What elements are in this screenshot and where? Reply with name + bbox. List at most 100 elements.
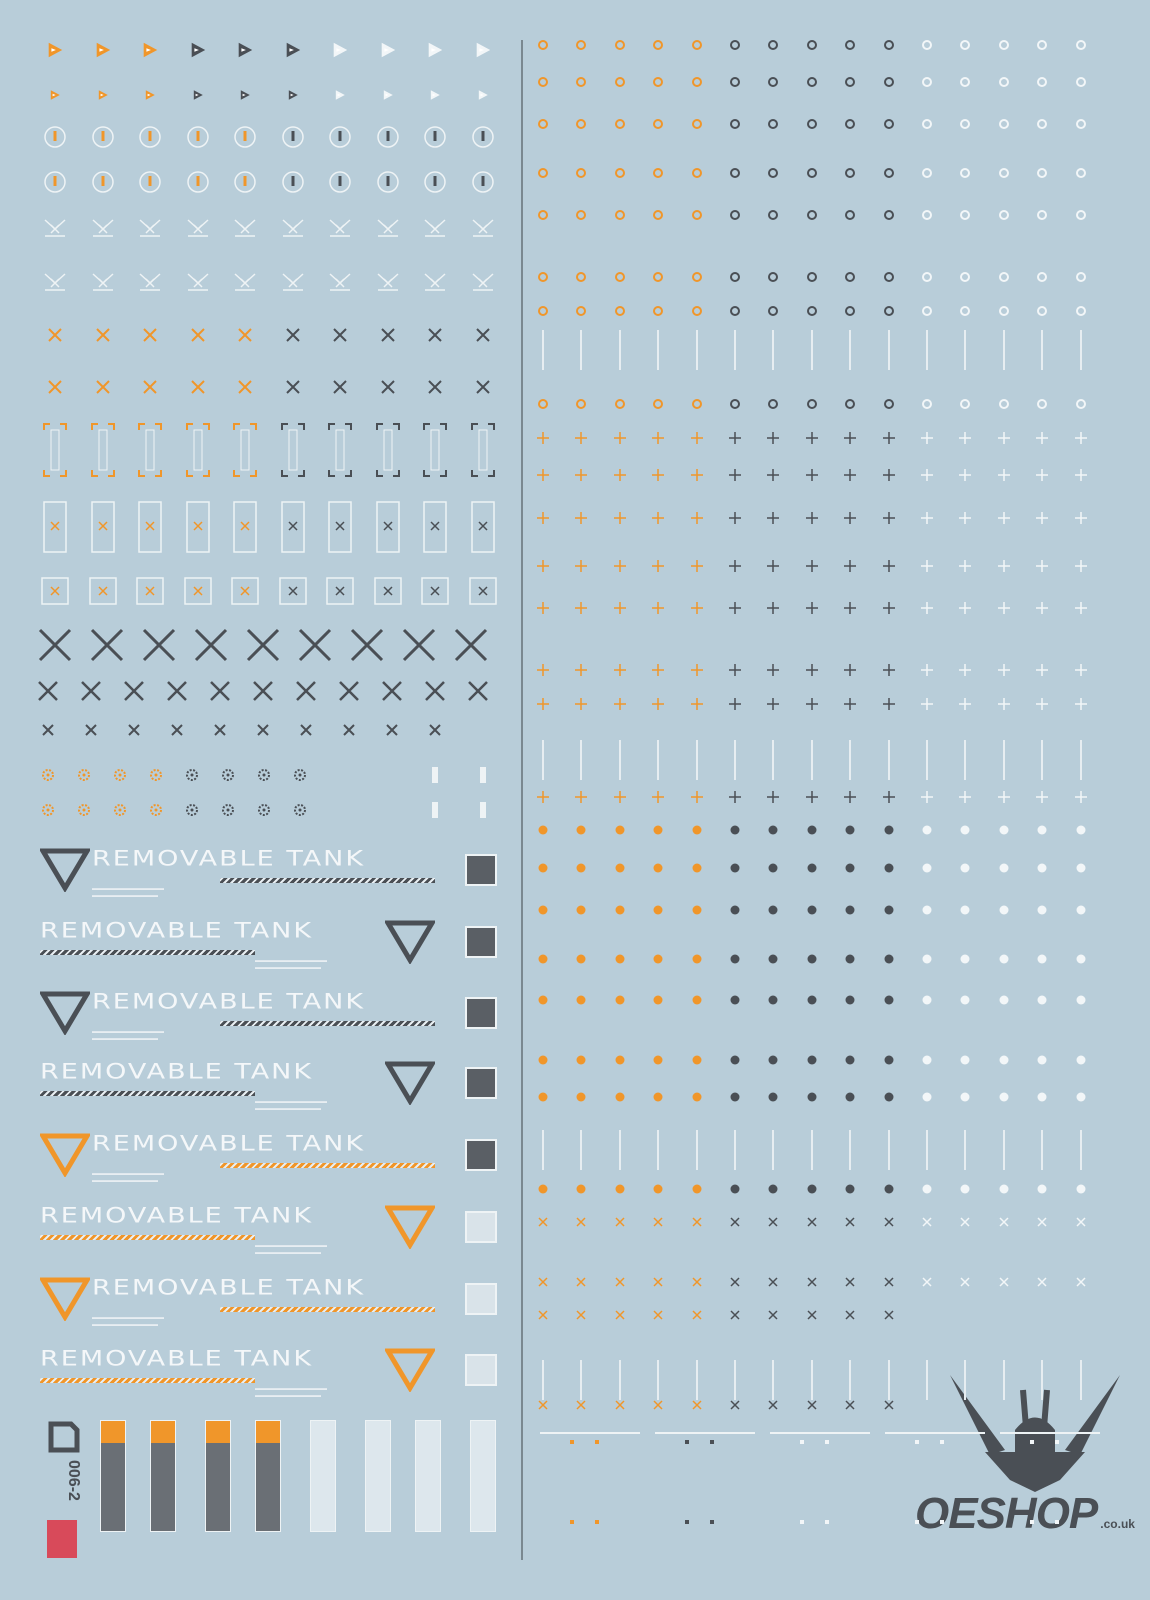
x-icon — [1075, 1276, 1087, 1288]
label-strip — [365, 1420, 391, 1532]
stroke-icon — [655, 1130, 661, 1170]
dot-icon — [1075, 824, 1087, 836]
x-medium-icon — [381, 680, 403, 702]
ring-icon — [614, 305, 626, 317]
stroke-icon — [540, 740, 546, 780]
cross-icon — [95, 379, 111, 395]
stroke-icon — [655, 740, 661, 780]
ring-icon — [959, 305, 971, 317]
dot-icon — [883, 862, 895, 874]
dot-icon — [806, 1183, 818, 1195]
dot-icon — [921, 904, 933, 916]
plus-icon — [690, 663, 704, 677]
dot-icon — [537, 862, 549, 874]
flag-small-icon — [429, 89, 441, 101]
flag-small-icon — [334, 89, 346, 101]
plus-icon — [1035, 601, 1049, 615]
tank-label: REMOVABLE TANK — [92, 989, 366, 1015]
x-icon — [844, 1399, 856, 1411]
gear-icon — [185, 803, 199, 817]
ring-icon — [537, 271, 549, 283]
plus-icon — [958, 601, 972, 615]
plus-icon — [613, 468, 627, 482]
plus-icon — [613, 697, 627, 711]
dot-icon — [575, 824, 587, 836]
rect-frame-icon — [90, 500, 116, 554]
dot-icon — [691, 1183, 703, 1195]
x-icon — [691, 1276, 703, 1288]
plus-icon — [651, 697, 665, 711]
ring-icon — [767, 209, 779, 221]
plus-icon — [1074, 663, 1088, 677]
dot-icon — [921, 1091, 933, 1103]
dot-icon — [806, 824, 818, 836]
stroke-icon — [770, 740, 776, 780]
flag-icon — [426, 41, 444, 59]
ring-icon — [729, 167, 741, 179]
plus-icon — [920, 468, 934, 482]
dot-icon — [998, 953, 1010, 965]
rect-frame-icon — [232, 500, 258, 554]
x-medium-icon — [424, 680, 446, 702]
chevron-x-icon — [280, 269, 306, 295]
plus-icon — [728, 559, 742, 573]
divider — [521, 40, 523, 1560]
ring-icon — [652, 305, 664, 317]
stroke-icon — [655, 1360, 661, 1400]
x-medium-icon — [80, 680, 102, 702]
label-strip — [415, 1420, 441, 1532]
ring-icon — [921, 398, 933, 410]
label-strip — [255, 1420, 281, 1532]
ring-icon — [959, 398, 971, 410]
ring-icon — [767, 305, 779, 317]
plus-icon — [997, 697, 1011, 711]
plus-icon — [958, 431, 972, 445]
flag-icon — [94, 41, 112, 59]
x-icon — [1075, 1216, 1087, 1228]
ring-icon — [883, 398, 895, 410]
plus-icon — [651, 431, 665, 445]
removable-tank-decal: REMOVABLE TANK ▬▬▬▬▬▬▬▬▬▬▬▬ ▬▬▬▬▬▬▬▬▬▬▬ — [40, 1205, 440, 1265]
rect-frame-icon — [422, 500, 448, 554]
ring-icon — [1075, 167, 1087, 179]
x-icon — [652, 1399, 664, 1411]
stroke-icon — [770, 330, 776, 370]
stroke-icon — [617, 1360, 623, 1400]
ring-icon — [844, 209, 856, 221]
dot-icon — [1075, 953, 1087, 965]
plus-icon — [997, 431, 1011, 445]
x-small-icon — [342, 723, 356, 737]
plus-icon — [574, 790, 588, 804]
brand-logo: 006-2 — [45, 1420, 82, 1560]
dot-icon — [921, 1183, 933, 1195]
stroke-icon — [1001, 740, 1007, 780]
x-icon — [691, 1309, 703, 1321]
plus-icon — [997, 559, 1011, 573]
stroke-icon — [847, 1360, 853, 1400]
dot-icon — [614, 1183, 626, 1195]
chevron-x-icon — [90, 269, 116, 295]
plus-icon — [805, 511, 819, 525]
stroke-icon — [809, 1130, 815, 1170]
warning-square — [465, 1067, 497, 1099]
bracket-frame-icon — [42, 422, 68, 478]
x-icon — [575, 1276, 587, 1288]
ring-icon — [1036, 209, 1048, 221]
stroke-icon — [962, 740, 968, 780]
cross-icon — [475, 379, 491, 395]
x-icon — [921, 1216, 933, 1228]
ring-icon — [652, 209, 664, 221]
stroke-icon — [847, 740, 853, 780]
ring-icon — [614, 118, 626, 130]
marker-box — [1000, 1432, 1100, 1534]
dot-icon — [767, 1183, 779, 1195]
tab-icon — [478, 765, 488, 785]
plus-icon — [651, 559, 665, 573]
plus-icon — [766, 431, 780, 445]
ring-icon — [575, 305, 587, 317]
flag-icon — [331, 41, 349, 59]
label-strip — [100, 1420, 126, 1532]
plus-icon — [843, 663, 857, 677]
circle-ring-icon — [423, 170, 447, 194]
plus-icon — [690, 790, 704, 804]
